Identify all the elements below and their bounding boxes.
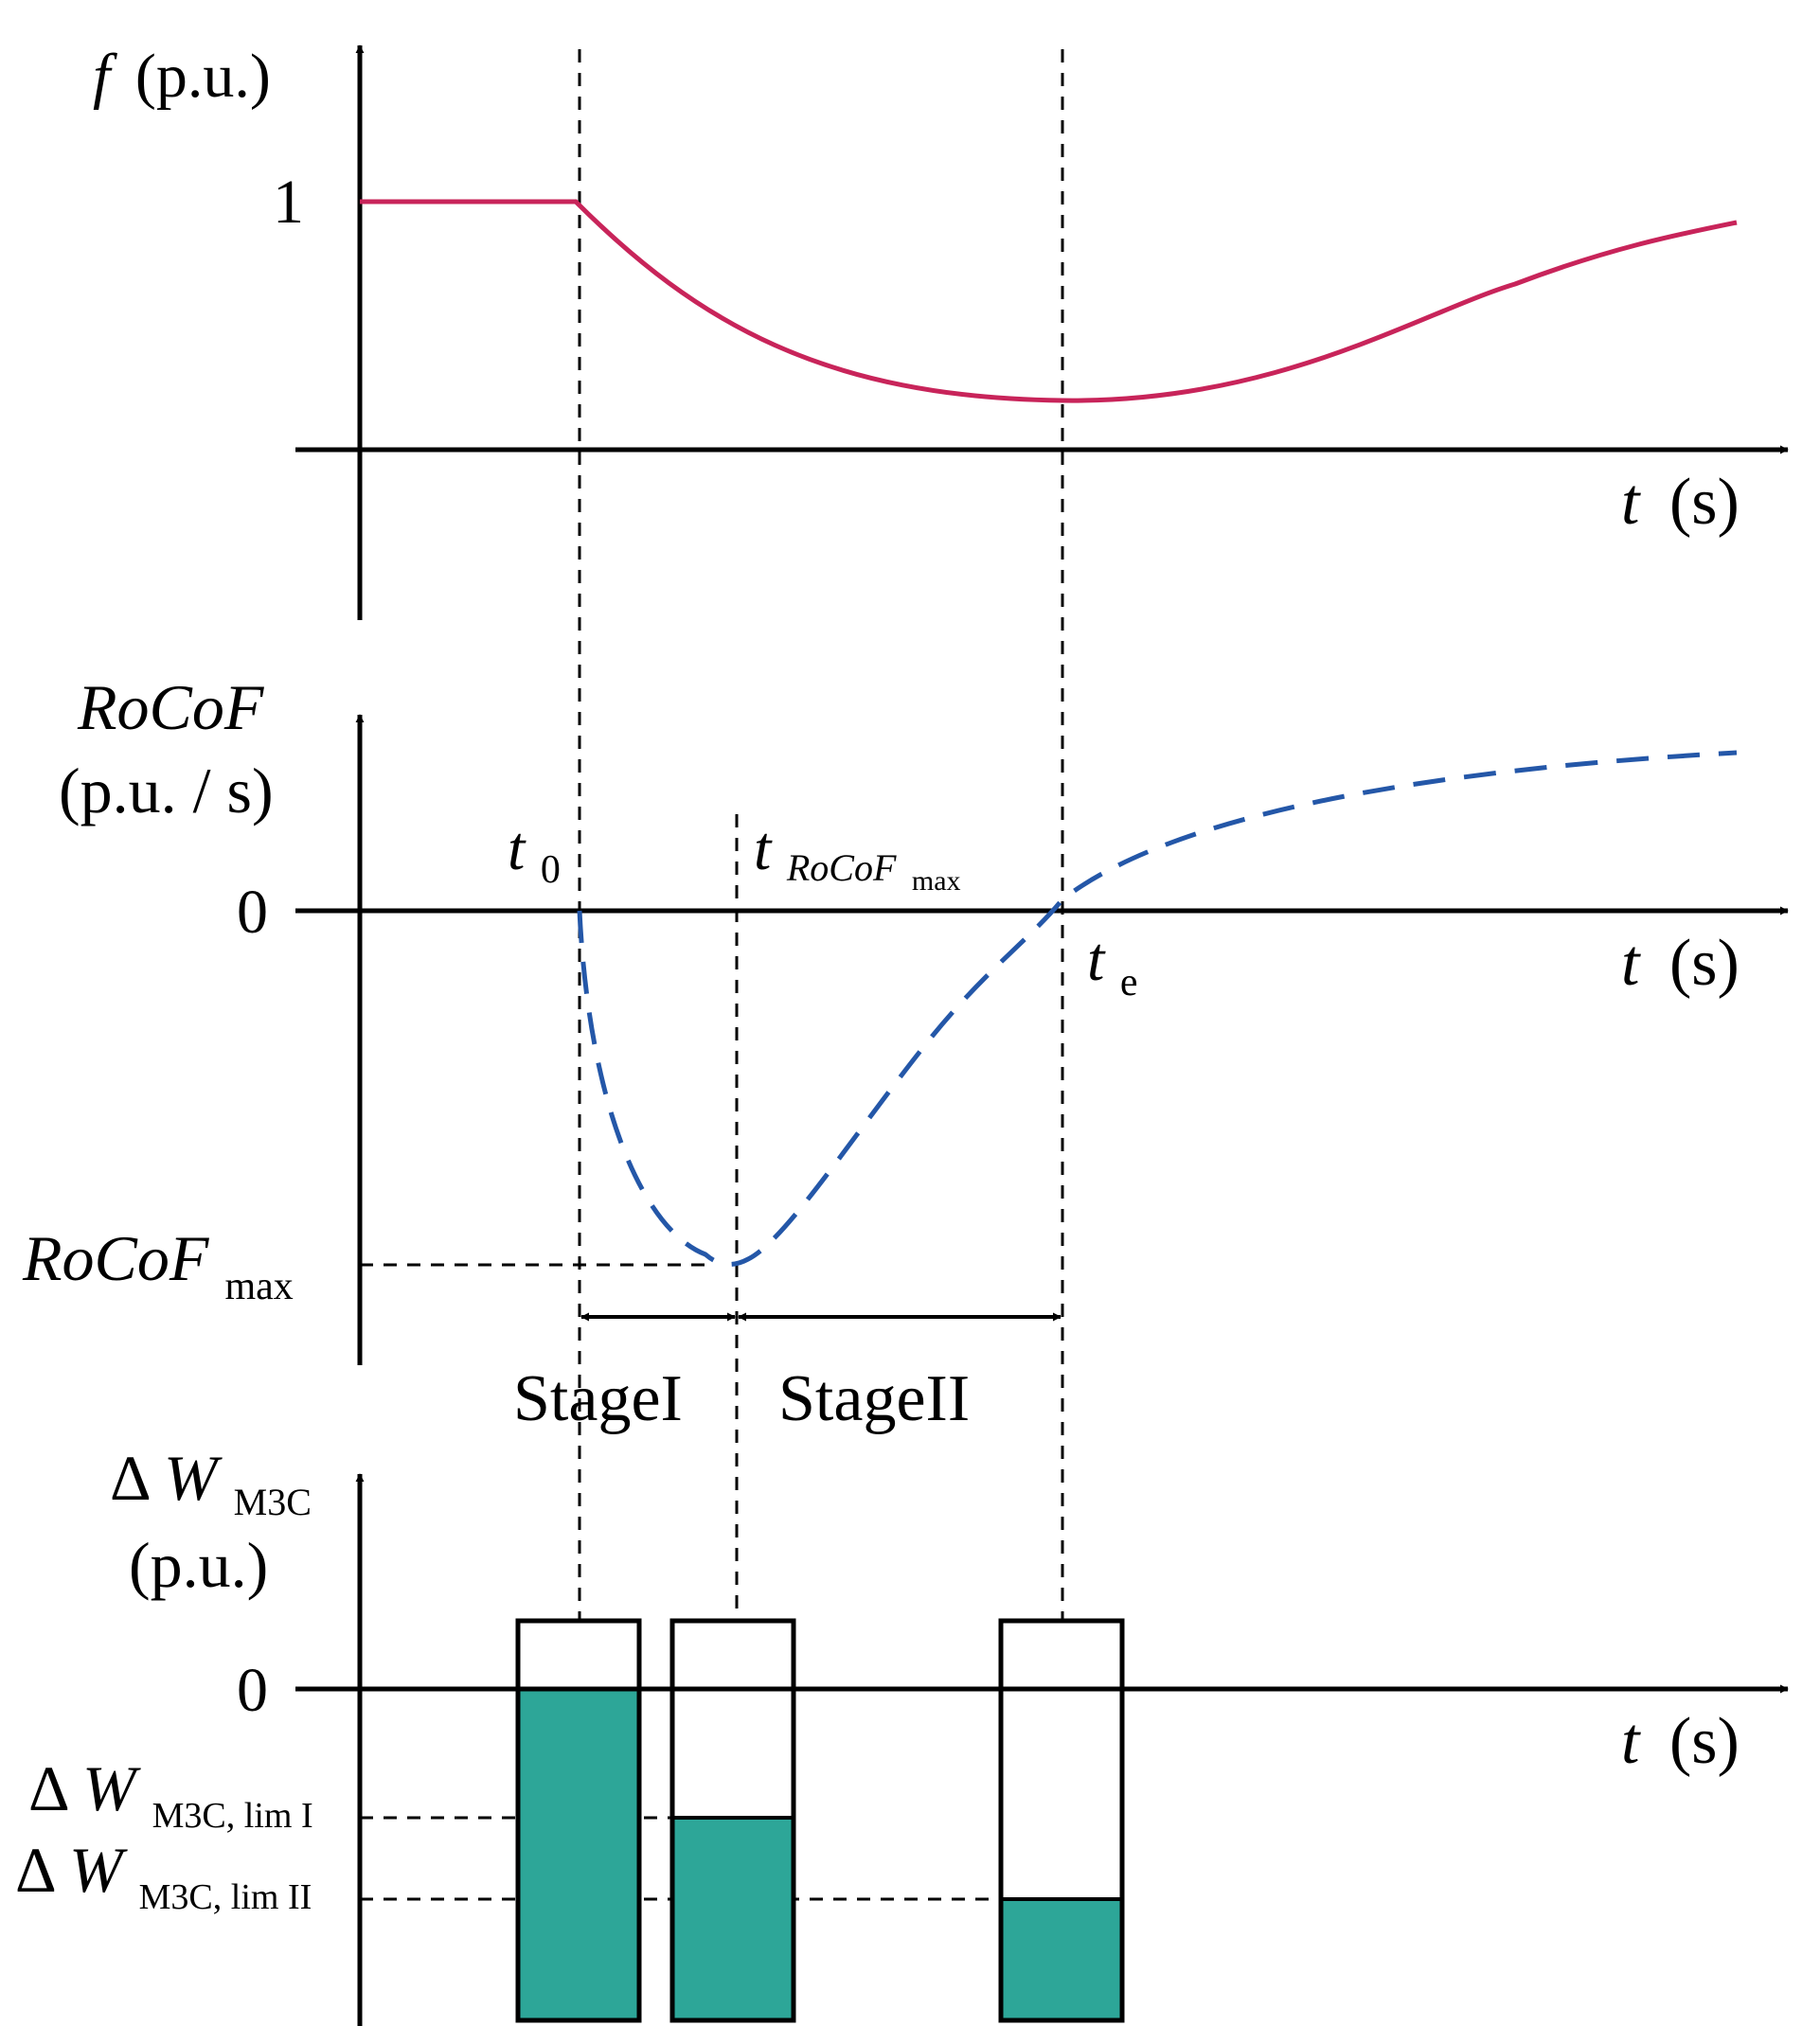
energy-bar-1: [515, 1618, 642, 2023]
energy-y-unit: (p.u.): [129, 1529, 268, 1601]
energy-y-delta: Δ: [110, 1442, 150, 1514]
rocof-x-label: t: [1621, 927, 1641, 1000]
lim1-delta: Δ: [28, 1752, 68, 1824]
frequency-panel: f (p.u.) 1 t (s): [93, 42, 1789, 620]
rocof-max-subscript: max: [224, 1265, 293, 1308]
lim1-label: W: [82, 1752, 141, 1824]
svg-text:t e: t e: [1087, 925, 1138, 1004]
rocof-panel: RoCoF (p.u. / s) 0 t 0 t RoCoF max t e R…: [22, 671, 1789, 1365]
energy-x-unit: (s): [1669, 1705, 1740, 1778]
stage1-label: StageI: [513, 1362, 683, 1435]
svg-text:Δ W M3C, lim I: Δ W M3C, lim I: [28, 1752, 313, 1836]
tmax-subsubscript: max: [912, 865, 961, 897]
svg-text:t (s): t (s): [1621, 1705, 1740, 1778]
svg-text:t (s): t (s): [1621, 927, 1740, 1000]
frequency-y-unit: (p.u.): [135, 42, 271, 111]
energy-bar-3: [998, 1618, 1125, 2023]
svg-text:Δ W M3C, lim II: Δ W M3C, lim II: [15, 1834, 312, 1917]
energy-panel: Δ W M3C (p.u.) 0 Δ W M3C, lim I Δ W M3C,…: [15, 1442, 1789, 2026]
rocof-x-unit: (s): [1669, 927, 1740, 1000]
rocof-y-label: RoCoF: [77, 671, 265, 743]
rocof-max-label: RoCoF: [22, 1222, 210, 1294]
svg-text:f (p.u.): f (p.u.): [93, 42, 271, 111]
lim1-subscript: M3C, lim I: [152, 1796, 313, 1836]
frequency-x-label: t: [1621, 466, 1641, 539]
rocof-curve: [577, 750, 1738, 1267]
tmax-label: t: [754, 814, 773, 883]
t0-subscript: 0: [541, 848, 561, 892]
te-label: t: [1087, 925, 1106, 994]
t0-label: t: [508, 814, 526, 883]
energy-bar-1-fill: [518, 1689, 639, 2020]
energy-x-label: t: [1621, 1705, 1641, 1778]
stage2-label: StageII: [778, 1362, 970, 1435]
rocof-y-unit: (p.u. / s): [59, 755, 274, 826]
energy-y-subscript: M3C: [234, 1481, 312, 1523]
svg-text:t (s): t (s): [1621, 466, 1740, 539]
frequency-x-unit: (s): [1669, 466, 1740, 539]
lim2-subscript: M3C, lim II: [139, 1877, 312, 1917]
rocof-tick-0: 0: [237, 878, 268, 947]
frequency-curve: [360, 199, 1738, 403]
tmax-subscript: RoCoF: [786, 846, 897, 889]
svg-text:RoCoF max: RoCoF max: [22, 1222, 294, 1308]
energy-y-label: W: [164, 1442, 223, 1514]
lim2-delta: Δ: [15, 1834, 55, 1906]
energy-bar-3-fill: [1001, 1899, 1122, 2020]
energy-bar-2: [669, 1618, 796, 2023]
frequency-y-label: f: [93, 42, 117, 111]
lim2-label: W: [69, 1834, 128, 1906]
energy-bar-2-fill: [672, 1818, 794, 2020]
svg-text:Δ W M3C: Δ W M3C: [110, 1442, 312, 1523]
te-subscript: e: [1120, 961, 1138, 1004]
energy-tick-0: 0: [237, 1656, 268, 1725]
frequency-tick-1: 1: [273, 168, 304, 237]
svg-text:t 0: t 0: [508, 814, 561, 892]
svg-text:t RoCoF max: t RoCoF max: [754, 814, 961, 897]
